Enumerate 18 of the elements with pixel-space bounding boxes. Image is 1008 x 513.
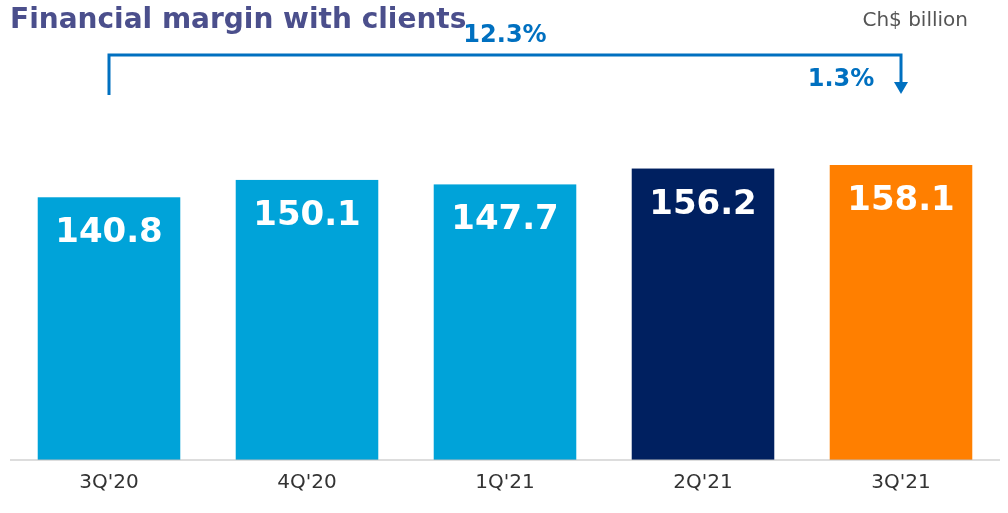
data-label: 140.8 bbox=[55, 210, 163, 251]
data-label: 150.1 bbox=[253, 192, 361, 233]
bar bbox=[235, 179, 379, 460]
bar bbox=[37, 197, 181, 460]
data-label: 147.7 bbox=[451, 197, 559, 238]
chart-subtitle: Ch$ billion bbox=[862, 7, 968, 31]
text: 1.3% bbox=[807, 64, 875, 92]
data-label: 156.2 bbox=[649, 181, 757, 222]
x-tick-label: 4Q'20 bbox=[277, 469, 337, 494]
x-tick-label: 3Q'21 bbox=[871, 469, 931, 494]
data-label: 158.1 bbox=[847, 178, 955, 218]
x-tick-label: 1Q'21 bbox=[475, 469, 535, 494]
chart-title: Financial margin with clients bbox=[10, 2, 467, 35]
x-tick-label: 3Q'20 bbox=[79, 469, 139, 494]
bar bbox=[829, 165, 973, 460]
bar bbox=[631, 168, 775, 460]
bar bbox=[433, 184, 577, 460]
x-tick-label: 2Q'21 bbox=[673, 469, 733, 494]
